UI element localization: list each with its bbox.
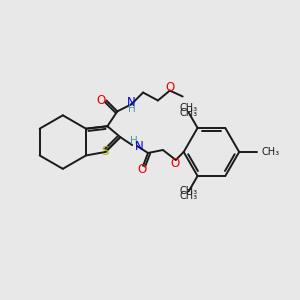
Text: CH₃: CH₃: [180, 186, 198, 197]
Text: H: H: [130, 136, 138, 146]
Text: N: N: [135, 140, 143, 152]
Text: N: N: [127, 96, 136, 109]
Text: CH₃: CH₃: [180, 103, 198, 112]
Text: O: O: [170, 158, 179, 170]
Text: H: H: [128, 104, 136, 114]
Text: CH₃: CH₃: [180, 191, 198, 201]
Text: CH₃: CH₃: [180, 107, 198, 118]
Text: O: O: [165, 81, 174, 94]
Text: O: O: [97, 94, 106, 107]
Text: CH₃: CH₃: [262, 147, 280, 157]
Text: O: O: [137, 163, 147, 176]
Text: S: S: [102, 146, 109, 158]
